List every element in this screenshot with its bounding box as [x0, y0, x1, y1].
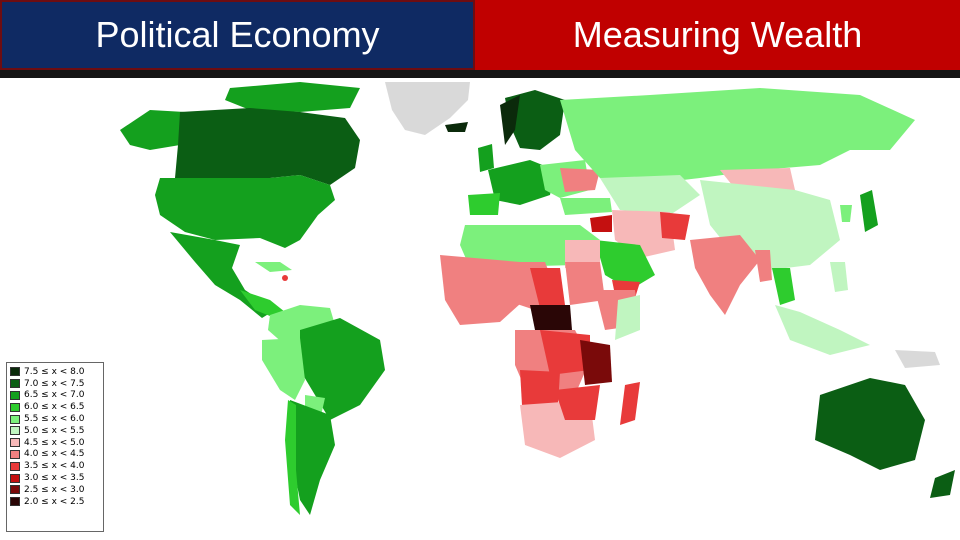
region-scandinavia	[505, 90, 565, 150]
legend-label: 2.5 ≤ x < 3.0	[24, 484, 85, 495]
region-haiti	[282, 275, 288, 281]
region-angola	[520, 370, 560, 405]
region-alaska	[120, 110, 185, 150]
region-japan	[860, 190, 878, 232]
legend-label: 6.0 ≤ x < 6.5	[24, 402, 85, 413]
legend-row: 5.0 ≤ x < 5.5	[10, 425, 100, 437]
slide-header: Political Economy Measuring Wealth	[0, 0, 960, 72]
region-brazil	[300, 318, 385, 420]
legend-swatch	[10, 379, 20, 389]
region-western-europe	[488, 160, 555, 205]
region-korea	[840, 205, 852, 222]
left-title-band: Political Economy	[0, 0, 475, 70]
region-cuba	[255, 262, 292, 272]
region-canada	[175, 108, 360, 185]
map-legend: 7.5 ≤ x < 8.0 7.0 ≤ x < 7.5 6.5 ≤ x < 7.0 6…	[6, 362, 104, 532]
region-norway	[500, 95, 520, 145]
legend-row: 7.5 ≤ x < 8.0	[10, 366, 100, 378]
legend-label: 5.5 ≤ x < 6.0	[24, 414, 85, 425]
region-new-zealand	[930, 470, 955, 498]
region-madagascar	[620, 382, 640, 425]
region-argentina-chile	[288, 400, 335, 515]
legend-rows: 7.5 ≤ x < 8.0 7.0 ≤ x < 7.5 6.5 ≤ x < 7.0 6…	[10, 366, 100, 508]
legend-row: 5.5 ≤ x < 6.0	[10, 413, 100, 425]
left-title: Political Economy	[95, 14, 380, 55]
legend-label: 3.0 ≤ x < 3.5	[24, 473, 85, 484]
region-iceland	[445, 122, 468, 132]
region-chad	[530, 268, 565, 308]
legend-label: 4.0 ≤ x < 4.5	[24, 449, 85, 460]
region-syria	[590, 215, 612, 232]
region-car	[530, 305, 572, 330]
legend-swatch	[10, 390, 20, 400]
legend-label: 7.5 ≤ x < 8.0	[24, 366, 85, 377]
region-somalia	[615, 295, 640, 340]
region-venezuela-colombia	[268, 305, 335, 345]
region-sudan	[565, 262, 605, 305]
legend-label: 6.5 ≤ x < 7.0	[24, 390, 85, 401]
legend-swatch	[10, 414, 20, 424]
legend-swatch	[10, 485, 20, 495]
legend-swatch	[10, 449, 20, 459]
region-drc	[540, 330, 590, 375]
region-egypt	[565, 240, 600, 268]
region-saudi-arabia	[595, 240, 655, 290]
region-russia	[560, 88, 915, 185]
legend-row: 6.5 ≤ x < 7.0	[10, 390, 100, 402]
region-greenland	[385, 82, 470, 135]
right-title-band: Measuring Wealth	[475, 0, 960, 70]
region-png	[895, 350, 940, 368]
region-afghanistan	[660, 212, 690, 240]
legend-label: 5.0 ≤ x < 5.5	[24, 425, 85, 436]
legend-row: 6.0 ≤ x < 6.5	[10, 401, 100, 413]
legend-swatch	[10, 438, 20, 448]
region-india	[690, 235, 760, 315]
region-australia	[815, 378, 925, 470]
legend-swatch	[10, 461, 20, 471]
legend-swatch	[10, 402, 20, 412]
region-chile	[285, 400, 300, 515]
region-malaysia-indonesia	[775, 305, 870, 355]
region-philippines	[830, 262, 848, 292]
legend-swatch	[10, 497, 20, 507]
region-kazakhstan	[600, 175, 700, 215]
region-iberia	[468, 193, 500, 215]
region-turkey	[560, 198, 612, 215]
region-central-america	[240, 290, 285, 318]
legend-label: 3.5 ≤ x < 4.0	[24, 461, 85, 472]
legend-swatch	[10, 367, 20, 377]
legend-row: 4.5 ≤ x < 5.0	[10, 437, 100, 449]
region-myanmar	[755, 250, 772, 282]
legend-row: 3.5 ≤ x < 4.0	[10, 460, 100, 472]
region-usa	[155, 175, 335, 248]
region-uk	[478, 144, 494, 172]
region-ukraine	[560, 168, 600, 192]
region-arctic-canada	[225, 82, 360, 112]
right-title: Measuring Wealth	[572, 14, 863, 55]
legend-row: 3.0 ≤ x < 3.5	[10, 472, 100, 484]
legend-row: 2.0 ≤ x < 2.5	[10, 496, 100, 508]
legend-label: 4.5 ≤ x < 5.0	[24, 437, 85, 448]
legend-label: 2.0 ≤ x < 2.5	[24, 496, 85, 507]
legend-label: 7.0 ≤ x < 7.5	[24, 378, 85, 389]
legend-row: 4.0 ≤ x < 4.5	[10, 449, 100, 461]
region-mozambique-zambia	[555, 385, 600, 420]
header-divider	[0, 70, 960, 78]
region-tanzania	[580, 340, 612, 385]
legend-row: 2.5 ≤ x < 3.0	[10, 484, 100, 496]
world-choropleth-map	[120, 82, 955, 515]
legend-swatch	[10, 426, 20, 436]
region-peru-bolivia	[262, 338, 305, 400]
region-thailand	[772, 268, 795, 305]
legend-row: 7.0 ≤ x < 7.5	[10, 378, 100, 390]
legend-swatch	[10, 473, 20, 483]
